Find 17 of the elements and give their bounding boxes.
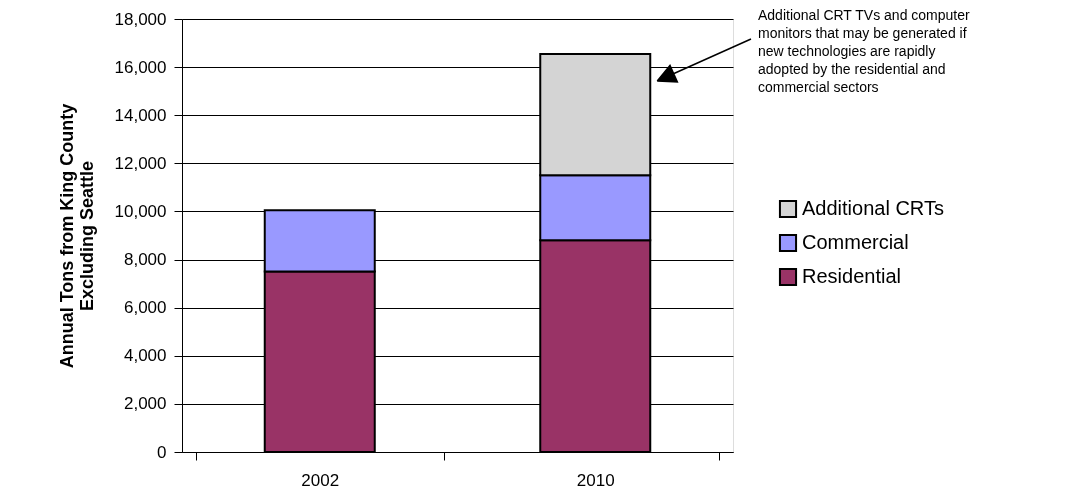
- y-tick-label: 8,000: [123, 250, 167, 270]
- y-tick-label: 0: [157, 442, 167, 462]
- legend-label: Commercial: [802, 231, 909, 253]
- y-tick-label: 2,000: [123, 394, 167, 414]
- y-tick-label: 16,000: [114, 57, 167, 77]
- legend-label: Residential: [802, 265, 901, 287]
- y-tick-label: 4,000: [123, 346, 167, 366]
- x-tick-label: 2010: [576, 470, 615, 490]
- legend-label: Additional CRTs: [802, 197, 944, 219]
- y-tick-label: 14,000: [114, 105, 167, 125]
- y-tick-label: 18,000: [114, 9, 167, 29]
- y-tick-label: 12,000: [114, 153, 167, 173]
- y-tick-label: 6,000: [123, 298, 167, 318]
- y-axis-title: Annual Tons from King County Excluding Seattle: [56, 103, 97, 369]
- y-tick-label: 10,000: [114, 201, 167, 221]
- x-tick-label: 2002: [301, 470, 340, 490]
- text: Additional CRT TVs and computer monitors that may be generated if new technologies are rapidly adopted by the residential and commercial sectors: [758, 7, 971, 95]
